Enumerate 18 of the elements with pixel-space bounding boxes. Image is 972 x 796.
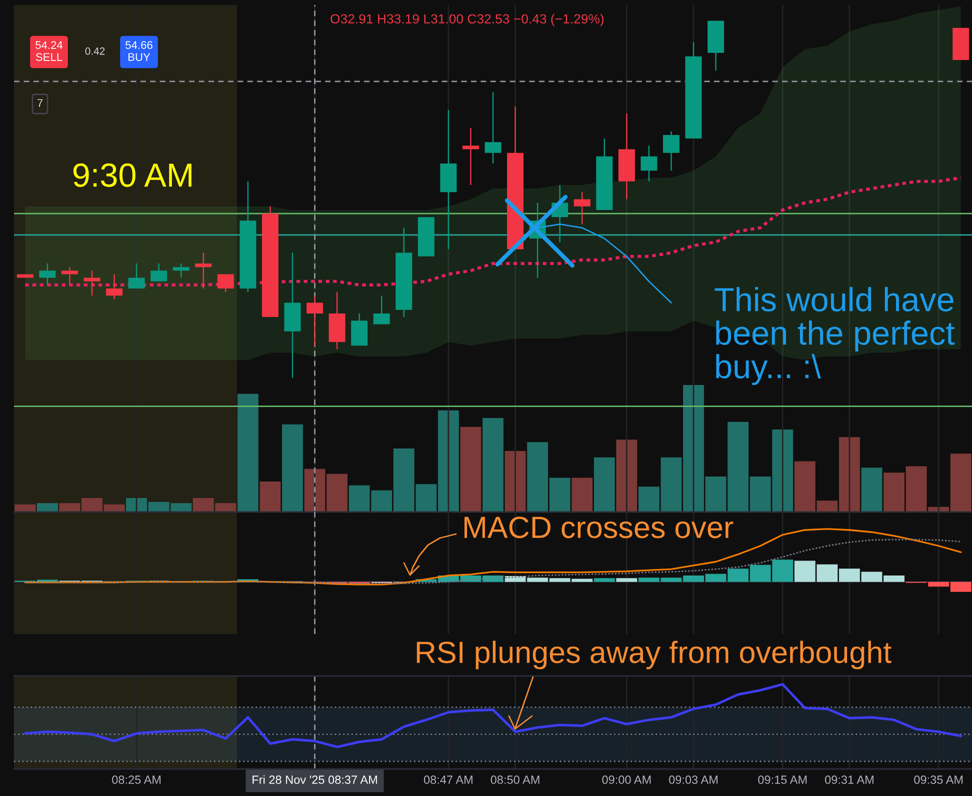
annotation: 54.24 SELL	[36, 41, 63, 61]
annotation: 0.42	[85, 47, 105, 55]
x-tick-label: Fri 28 Nov '25 08:37 AM	[252, 775, 377, 784]
x-tick-label: 08:50 AM	[490, 776, 540, 784]
x-tick-label: 09:35 AM	[914, 776, 963, 784]
x-tick-label: 09:00 AM	[602, 776, 651, 784]
x-tick-label: 09:15 AM	[758, 776, 807, 784]
x-tick-label: 08:47 AM	[424, 776, 472, 784]
annotation: 7	[37, 99, 43, 107]
annotation: MACD crosses over	[464, 516, 734, 538]
text: RSI plunges away from overbought	[416, 640, 892, 670]
annotation: 54.66 BUY	[126, 41, 152, 61]
annotation: O32.91 H33.19 L31.00 C32.53 −0.43 (−1.29%)	[330, 14, 604, 26]
annotation: 9:30 AM	[73, 163, 192, 187]
annotation: This would have been the perfect buy... :\	[714, 287, 955, 386]
x-tick-label: 08:25 AM	[112, 776, 161, 784]
x-tick-label: 09:31 AM	[824, 776, 874, 784]
x-tick-label: 09:03 AM	[669, 776, 718, 784]
